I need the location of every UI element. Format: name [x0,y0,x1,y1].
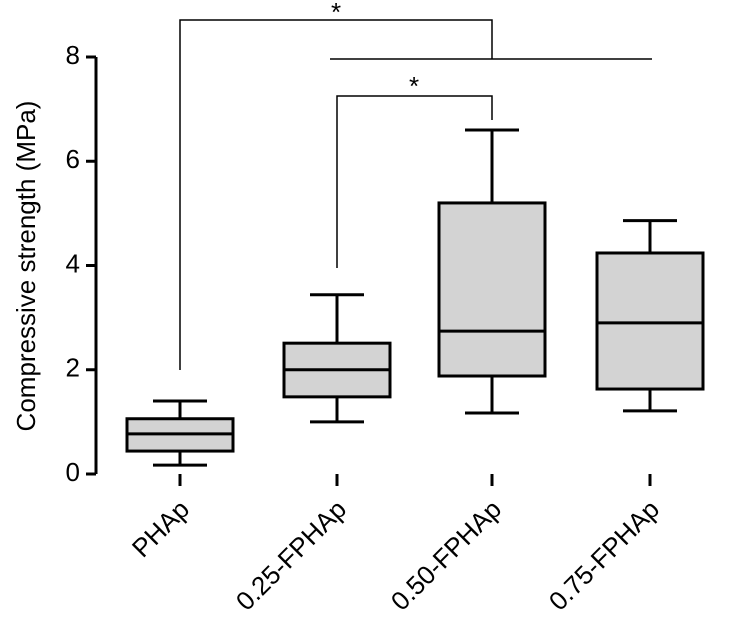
y-tick-label: 6 [66,144,80,174]
x-tick-label: 0.25-FPHAp [230,494,352,616]
y-tick-label: 4 [66,248,80,278]
significance-bracket [336,95,493,268]
y-axis-label: Compressive strength (MPa) [11,101,41,432]
x-tick-label: 0.50-FPHAp [385,494,507,616]
box [437,201,547,378]
box [595,251,705,391]
y-tick-label: 2 [66,353,80,383]
y-tick-label: 8 [66,40,80,70]
significance-bracket [179,19,493,370]
x-tick-label: 0.75-FPHAp [543,494,665,616]
significance-star: * [409,71,419,101]
x-tick-label: PHAp [126,494,195,563]
y-tick-label: 0 [66,457,80,487]
significance-star: * [331,0,341,27]
